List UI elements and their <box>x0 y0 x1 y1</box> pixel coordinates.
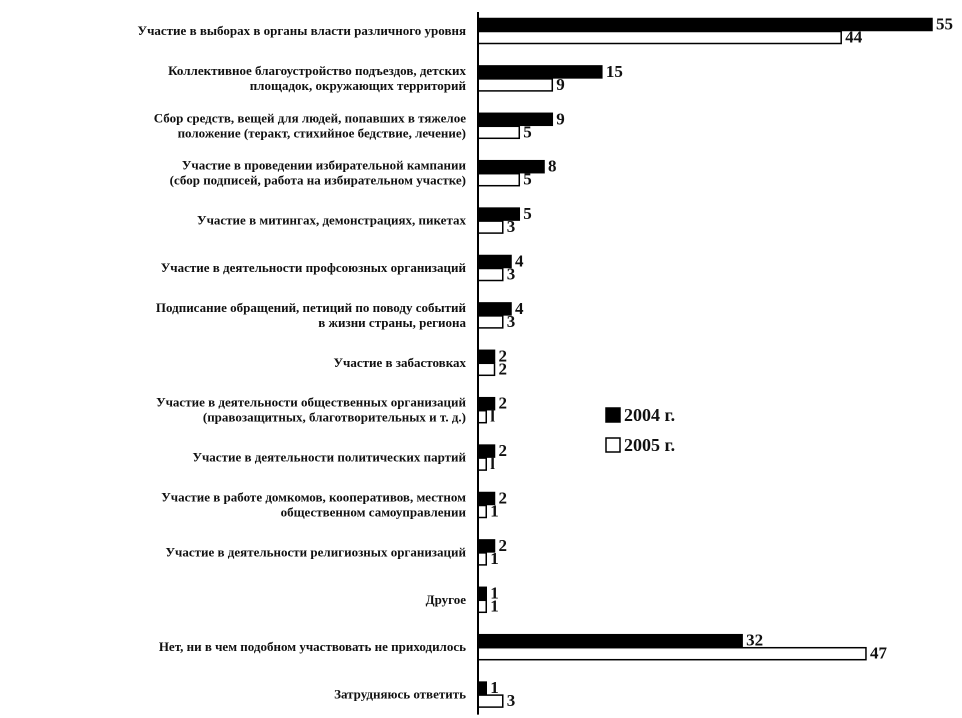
value-label-2005: 5 <box>523 122 532 141</box>
category-labels-group: Участие в выборах в органы власти различ… <box>138 23 467 702</box>
value-label-2004: 8 <box>548 157 557 176</box>
value-label-2005: 3 <box>507 265 516 284</box>
value-label-2004: 15 <box>606 62 623 81</box>
bar-2005 <box>477 78 554 92</box>
value-label-2004: 1 <box>490 583 499 602</box>
bar-2005 <box>477 30 842 45</box>
value-label-2005: 9 <box>556 75 565 94</box>
category-label: Участие в деятельности профсоюзных орган… <box>161 260 467 275</box>
category-label: Затрудняюсь ответить <box>334 687 466 702</box>
value-label-2004: 2 <box>499 536 508 555</box>
value-label-2005: 2 <box>499 359 508 378</box>
category-label: Участие в проведении избирательной кампа… <box>182 158 467 173</box>
legend: 2004 г. 2005 г. <box>605 405 675 455</box>
value-label-2004: 2 <box>499 489 508 508</box>
value-label-2005: l <box>490 454 495 473</box>
bar-2004 <box>477 112 554 127</box>
value-label-2005: 1 <box>490 502 499 521</box>
bar-2004 <box>477 349 496 364</box>
bar-2005 <box>477 409 488 424</box>
category-label: Участие в выборах в органы власти различ… <box>138 23 466 38</box>
value-label-2005: 3 <box>507 312 516 331</box>
value-label-2004: 4 <box>515 299 524 318</box>
bar-2005 <box>477 504 488 519</box>
value-label-2005: l <box>490 407 495 426</box>
category-label: площадок, окружающих территорий <box>250 78 467 93</box>
category-label: Участие в деятельности общественных орга… <box>156 395 466 410</box>
value-label-2004: 55 <box>936 15 953 34</box>
value-label-2005: 3 <box>507 217 516 236</box>
value-label-2004: 2 <box>499 346 508 365</box>
value-label-2004: 32 <box>746 631 763 650</box>
bar-2004 <box>477 586 488 601</box>
value-label-2005: 3 <box>507 691 516 710</box>
value-label-2004: 5 <box>523 204 532 223</box>
category-label: Участие в митингах, демонстрациях, пикет… <box>197 213 466 228</box>
value-label-2004: 9 <box>556 109 565 128</box>
bar-2005 <box>477 220 504 234</box>
value-label-2004: 4 <box>515 252 524 271</box>
category-label: (правозащитных, благотворительных и т. д… <box>203 410 466 425</box>
category-label: Участие в деятельности политических парт… <box>192 450 466 465</box>
value-label-2005: 1 <box>490 549 499 568</box>
bar-2004 <box>477 681 488 695</box>
legend-label-2004: 2004 г. <box>624 405 675 425</box>
bar-2005 <box>477 552 488 566</box>
bar-2004 <box>477 65 603 79</box>
value-label-2005: 5 <box>523 170 532 189</box>
legend-label-2005: 2005 г. <box>624 435 675 455</box>
category-label: (сбор подписей, работа на избирательном … <box>170 173 466 188</box>
bar-2004 <box>477 633 743 648</box>
category-label: Участие в работе домкомов, кооперативов,… <box>161 490 466 505</box>
category-label: Сбор средств, вещей для людей, попавших … <box>154 110 467 125</box>
bar-2005 <box>477 125 521 140</box>
bar-2005 <box>477 315 504 329</box>
category-label: Подписание обращений, петиций по поводу … <box>156 300 467 315</box>
value-label-2004: 1 <box>490 678 499 697</box>
bar-2005 <box>477 267 504 282</box>
category-label: в жизни страны, региона <box>318 315 466 330</box>
bar-2005 <box>477 599 488 614</box>
bar-2005 <box>477 172 521 187</box>
value-label-2004: 2 <box>499 441 508 460</box>
category-label: общественном самоуправлении <box>281 505 467 520</box>
value-label-2004: 2 <box>499 394 508 413</box>
bars-group <box>477 17 933 708</box>
category-label: Участие в деятельности религиозных орган… <box>166 544 467 559</box>
category-label: Другое <box>426 592 467 607</box>
value-label-2005: 44 <box>845 28 863 47</box>
legend-swatch-2005 <box>605 437 621 453</box>
value-label-2005: 47 <box>870 644 888 663</box>
category-label: Участие в забастовках <box>333 355 466 370</box>
category-label: Коллективное благоустройство подъездов, … <box>168 63 466 78</box>
value-label-2005: 1 <box>490 596 499 615</box>
bar-2005 <box>477 362 496 377</box>
bar-2004 <box>477 17 933 32</box>
bar-2004 <box>477 159 545 174</box>
bar-2005 <box>477 457 488 471</box>
bar-2005 <box>477 646 867 661</box>
legend-swatch-2004 <box>605 407 621 423</box>
category-label: Нет, ни в чем подобном участвовать не пр… <box>159 639 466 654</box>
category-label: положение (теракт, стихийное бедствие, л… <box>178 125 466 140</box>
